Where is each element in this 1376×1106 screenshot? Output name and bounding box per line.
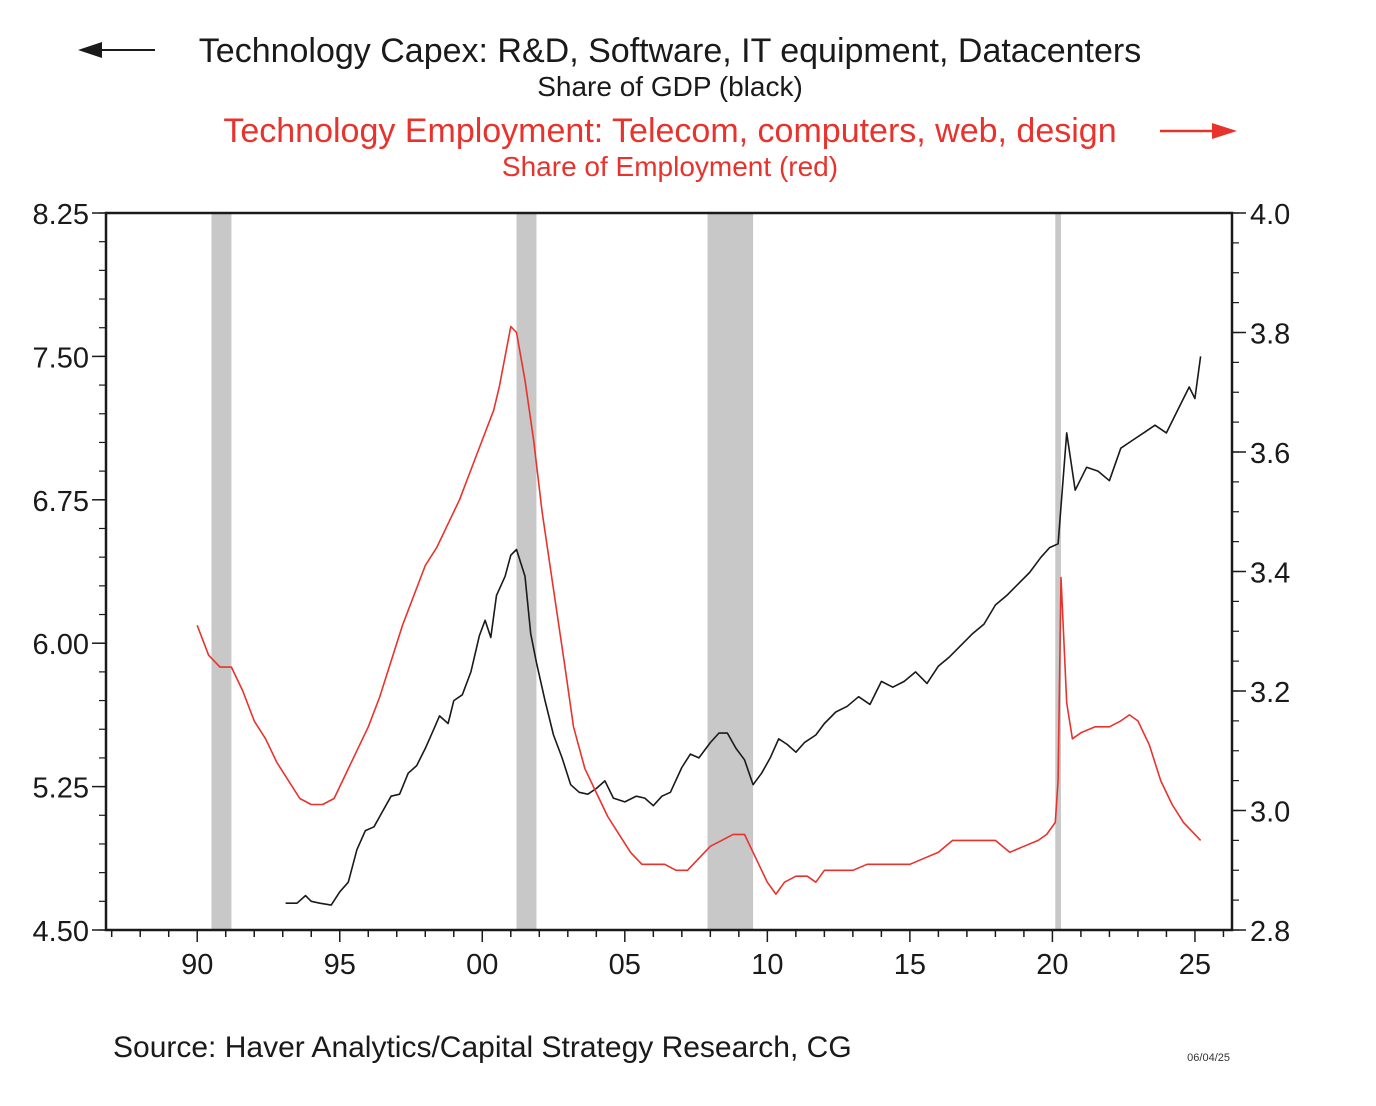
chart-title-line-2: Share of GDP (black) xyxy=(537,71,803,102)
x-tick-label: 95 xyxy=(324,949,356,981)
chart-title-line-1: Technology Capex: R&D, Software, IT equi… xyxy=(199,32,1141,70)
x-tick-label: 25 xyxy=(1179,949,1211,981)
capex-share-line xyxy=(285,356,1202,906)
right-y-tick-label: 3.6 xyxy=(1250,438,1290,470)
left-y-tick-label: 6.00 xyxy=(33,629,89,661)
left-arrow-head xyxy=(78,42,102,58)
source-note: Source: Haver Analytics/Capital Strategy… xyxy=(113,1031,852,1064)
series-lines xyxy=(196,325,1202,906)
recession-band xyxy=(516,213,537,930)
x-tick-label: 10 xyxy=(751,949,783,981)
chart-title-line-4: Share of Employment (red) xyxy=(502,151,838,182)
left-arrow xyxy=(78,42,155,58)
recession-bands xyxy=(211,213,1061,930)
right-y-tick-label: 3.2 xyxy=(1250,677,1290,709)
right-y-tick-label: 3.0 xyxy=(1250,797,1290,829)
right-arrow-head xyxy=(1212,123,1237,139)
left-y-tick-label: 6.75 xyxy=(33,486,89,518)
left-y-axis: 4.50 5.25 6.00 6.75 7.50 8.25 xyxy=(33,199,106,948)
date-stamp: 06/04/25 xyxy=(1187,1052,1230,1064)
left-y-tick-label: 7.50 xyxy=(33,342,89,374)
right-y-tick-label: 3.8 xyxy=(1250,319,1290,351)
recession-band xyxy=(707,213,754,930)
x-tick-label: 90 xyxy=(181,949,213,981)
plot-frame xyxy=(104,211,1234,932)
right-y-tick-label: 2.8 xyxy=(1250,916,1290,948)
x-tick-label: 00 xyxy=(466,949,498,981)
x-tick-label: 05 xyxy=(609,949,641,981)
left-y-tick-label: 5.25 xyxy=(33,773,89,805)
right-y-tick-label: 3.4 xyxy=(1250,558,1290,590)
x-tick-label: 15 xyxy=(894,949,926,981)
chart-title-line-3: Technology Employment: Telecom, computer… xyxy=(223,112,1116,150)
right-y-tick-label: 4.0 xyxy=(1250,199,1290,231)
x-axis: 90 95 00 05 10 15 20 25 xyxy=(110,930,1225,981)
recession-band xyxy=(1055,213,1061,930)
right-y-axis: 2.8 3.0 3.2 3.4 3.6 3.8 4.0 xyxy=(1232,199,1290,948)
recession-band xyxy=(211,213,232,930)
employment-share-line xyxy=(196,325,1202,895)
right-arrow xyxy=(1160,123,1237,139)
left-y-tick-label: 8.25 xyxy=(33,199,89,231)
left-y-tick-label: 4.50 xyxy=(33,916,89,948)
x-tick-label: 20 xyxy=(1036,949,1068,981)
